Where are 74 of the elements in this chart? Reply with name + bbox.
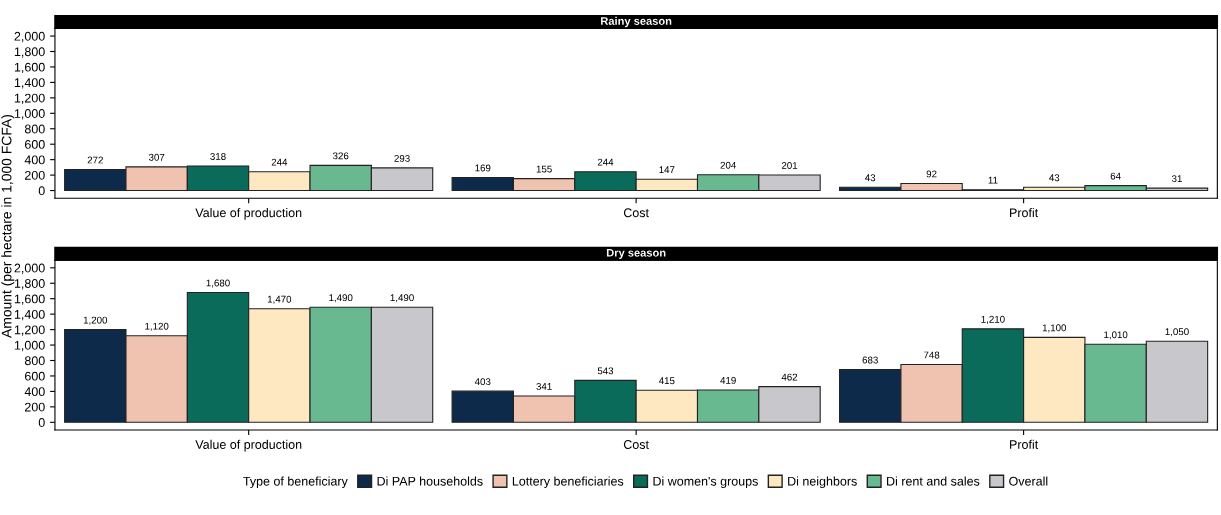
legend-label: Di PAP households bbox=[377, 476, 483, 486]
data-label: 1,680 bbox=[206, 279, 230, 288]
data-label: 31 bbox=[1171, 175, 1182, 183]
y-axis-title: Amount (per hectare in 1,000 FCFA) bbox=[1, 115, 15, 338]
data-label: 43 bbox=[1049, 174, 1060, 182]
data-label: 318 bbox=[210, 153, 226, 160]
y-tick-label: 1,800 bbox=[14, 279, 45, 290]
legend-label: Lottery beneficiaries bbox=[512, 476, 624, 489]
data-label: 326 bbox=[332, 152, 349, 160]
data-label: 204 bbox=[720, 161, 736, 169]
y-tick-label: 0 bbox=[38, 418, 45, 427]
x-tick-label: Profit bbox=[1010, 439, 1039, 449]
data-label: 462 bbox=[781, 373, 798, 381]
data-label: 11 bbox=[988, 176, 998, 184]
data-label: 1,470 bbox=[267, 295, 292, 304]
legend-label: Di rent and sales bbox=[887, 476, 980, 486]
y-tick-label: 1,400 bbox=[14, 78, 45, 89]
data-label: 201 bbox=[781, 162, 798, 169]
y-tick-label: 600 bbox=[25, 371, 45, 381]
legend-title: Type of beneficiary bbox=[243, 476, 348, 489]
chart-title: Rainy season bbox=[601, 16, 672, 28]
data-label: 43 bbox=[865, 174, 876, 182]
data-label: 543 bbox=[597, 367, 614, 375]
y-tick-label: 800 bbox=[24, 356, 45, 366]
data-label: 293 bbox=[394, 154, 410, 162]
y-tick-label: 800 bbox=[24, 124, 45, 134]
data-label: 307 bbox=[148, 153, 165, 161]
data-label: 1,100 bbox=[1042, 324, 1067, 333]
y-tick-label: 1,600 bbox=[14, 62, 45, 74]
data-label: 272 bbox=[87, 156, 103, 164]
x-tick-label: Value of production bbox=[195, 439, 302, 452]
data-label: 341 bbox=[536, 382, 552, 390]
y-tick-label: 1,600 bbox=[14, 294, 45, 305]
y-tick-label: 600 bbox=[25, 140, 45, 149]
data-label: 748 bbox=[923, 351, 940, 359]
data-label: 1,010 bbox=[1104, 331, 1128, 340]
data-label: 244 bbox=[597, 158, 614, 166]
y-tick-label: 0 bbox=[38, 186, 45, 196]
x-tick-label: Cost bbox=[623, 208, 649, 218]
y-tick-label: 1,200 bbox=[14, 325, 45, 336]
data-label: 1,050 bbox=[1165, 328, 1189, 337]
data-label: 169 bbox=[475, 164, 491, 172]
data-label: 403 bbox=[474, 378, 491, 386]
data-label: 1,490 bbox=[390, 294, 414, 303]
y-tick-label: 2,000 bbox=[14, 263, 45, 274]
y-tick-label: 400 bbox=[24, 387, 45, 397]
data-label: 1,120 bbox=[145, 322, 169, 331]
y-tick-label: 200 bbox=[25, 402, 45, 412]
data-label: 683 bbox=[862, 356, 878, 364]
data-label: 155 bbox=[536, 165, 552, 173]
y-tick-label: 1,200 bbox=[14, 93, 45, 104]
y-tick-label: 1,400 bbox=[14, 309, 45, 321]
data-label: 147 bbox=[659, 166, 675, 174]
y-tick-label: 400 bbox=[24, 155, 45, 165]
x-tick-label: Profit bbox=[1010, 208, 1039, 218]
data-label: 1,210 bbox=[981, 315, 1005, 324]
y-tick-label: 1,800 bbox=[14, 47, 45, 58]
legend-label: Di women's groups bbox=[653, 476, 758, 489]
y-tick-label: 2,000 bbox=[14, 31, 45, 43]
data-label: 415 bbox=[658, 377, 675, 385]
data-label: 1,200 bbox=[83, 316, 108, 325]
legend-label: Di neighbors bbox=[788, 476, 857, 489]
legend-label: Overall bbox=[1009, 476, 1048, 486]
data-label: 419 bbox=[720, 376, 736, 384]
chart-title: Dry season bbox=[606, 248, 666, 259]
data-label: 64 bbox=[1110, 172, 1121, 180]
y-tick-label: 200 bbox=[25, 170, 45, 180]
data-label: 244 bbox=[271, 158, 288, 166]
x-tick-label: Value of production bbox=[195, 208, 302, 220]
y-tick-label: 1,000 bbox=[14, 340, 45, 352]
y-tick-label: 1,000 bbox=[14, 109, 45, 120]
x-tick-label: Cost bbox=[623, 440, 649, 449]
data-label: 1,490 bbox=[329, 294, 353, 303]
data-label: 92 bbox=[926, 170, 937, 178]
